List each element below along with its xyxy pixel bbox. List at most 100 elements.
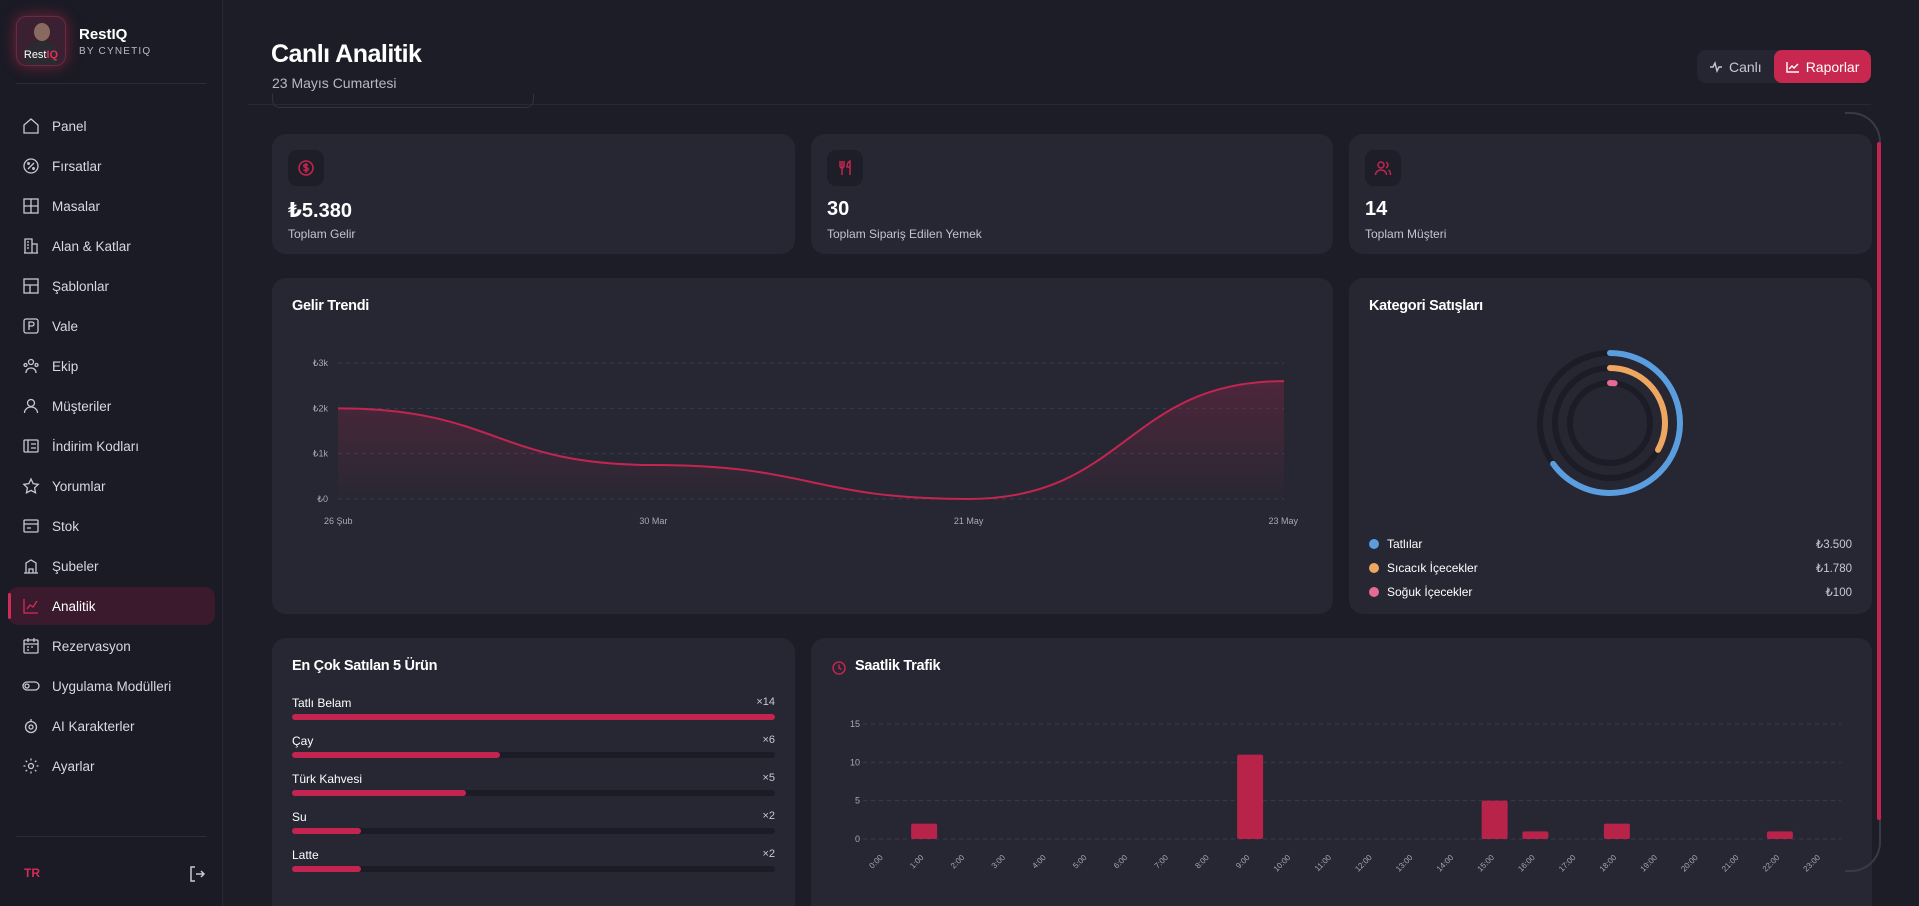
x-tick-label: 10:00: [1272, 853, 1293, 874]
sidebar-item-10[interactable]: Stok: [8, 507, 215, 545]
x-tick-label: 11:00: [1313, 853, 1333, 873]
sidebar-item-label: Uygulama Modülleri: [52, 678, 172, 694]
sidebar-item-4[interactable]: Şablonlar: [8, 267, 215, 305]
x-tick-label: 13:00: [1394, 853, 1415, 874]
chart-icon: [22, 597, 40, 615]
clock-icon: [832, 661, 846, 680]
sidebar-item-14[interactable]: Uygulama Modülleri: [8, 667, 215, 705]
sidebar-item-label: Fırsatlar: [52, 158, 102, 174]
y-tick-label: 0: [855, 834, 860, 844]
stat-value: 30: [827, 198, 850, 220]
sidebar-item-0[interactable]: Panel: [8, 107, 215, 145]
x-tick-label: 6:00: [1112, 853, 1130, 871]
donut-slice-1: [1552, 365, 1668, 481]
coin-icon: [288, 150, 324, 186]
activity-icon: [1710, 60, 1722, 73]
revenue-area: [338, 381, 1284, 499]
sidebar-item-6[interactable]: Ekip: [8, 347, 215, 385]
sidebar-item-7[interactable]: Müşteriler: [8, 387, 215, 425]
sidebar-item-1[interactable]: Fırsatlar: [8, 147, 215, 185]
reports-button[interactable]: Raporlar: [1773, 50, 1872, 83]
card-title: Gelir Trendi: [292, 298, 369, 314]
sidebar-item-11[interactable]: Şubeler: [8, 547, 215, 585]
toggle-icon: [22, 677, 40, 695]
legend-dot: [1369, 587, 1379, 597]
users-icon: [1365, 150, 1401, 186]
product-count: ×6: [762, 734, 775, 746]
sidebar-item-label: Şubeler: [52, 558, 99, 574]
sidebar-item-label: İndirim Kodları: [52, 438, 140, 454]
sidebar-item-9[interactable]: Yorumlar: [8, 467, 215, 505]
product-bar-track: [292, 752, 775, 758]
product-count: ×2: [762, 810, 775, 822]
legend-value: ₺3.500: [1815, 539, 1852, 551]
legend-label: Soğuk İçecekler: [1387, 585, 1473, 599]
sidebar-item-label: Vale: [52, 318, 79, 334]
donut-track: [1567, 380, 1653, 466]
y-tick-label: ₺1k: [313, 449, 329, 459]
brand[interactable]: RestIQ RestIQ BY CYNETIQ: [16, 16, 151, 66]
sidebar-item-label: Panel: [52, 118, 87, 134]
sidebar-item-8[interactable]: İndirim Kodları: [8, 427, 215, 465]
brand-logo: RestIQ: [16, 16, 66, 66]
bar-1500: [1481, 800, 1508, 839]
team-icon: [22, 357, 40, 375]
product-count: ×14: [756, 696, 775, 708]
badge-percent-icon: [22, 157, 40, 175]
category-sales-card: Kategori Satışları Tatlılar ₺3.500 Sıcacık…: [1349, 278, 1872, 614]
x-tick-label: 8:00: [1193, 853, 1211, 871]
x-tick-label: 30 Mar: [639, 516, 667, 526]
y-tick-label: ₺0: [317, 494, 328, 504]
sidebar-item-label: Alan & Katlar: [52, 238, 131, 254]
x-tick-label: 12:00: [1353, 853, 1374, 874]
hourly-traffic-chart: 0 5 10 15 0:00 1:00 2:00 3:00 4:00 5:00 6:00 7:00 8:…: [850, 719, 1841, 874]
live-button-label: Canlı: [1729, 58, 1762, 75]
sidebar-item-5[interactable]: Vale: [8, 307, 215, 345]
legend-item: Soğuk İçecekler ₺100: [1369, 583, 1852, 601]
y-tick-label: ₺3k: [313, 358, 329, 368]
product-bar-track: [292, 714, 775, 720]
gear-icon: [22, 757, 40, 775]
branch-icon: [22, 557, 40, 575]
x-tick-label: 16:00: [1516, 853, 1537, 874]
product-name: Su: [292, 810, 307, 824]
bar-1800: [1603, 823, 1630, 839]
product-bar-track: [292, 790, 775, 796]
logout-icon[interactable]: [188, 865, 206, 883]
product-count: ×5: [762, 772, 775, 784]
scrollbar[interactable]: [1877, 142, 1881, 820]
stat-label: Toplam Müşteri: [1365, 227, 1447, 241]
home-icon: [22, 117, 40, 135]
donut-slice-2: [1567, 380, 1653, 466]
product-bar-fill: [292, 790, 466, 796]
legend-label: Tatlılar: [1387, 537, 1423, 551]
stat-card-customers: 14 Toplam Müşteri: [1349, 134, 1872, 254]
bar-900: [1237, 754, 1264, 839]
sidebar-item-3[interactable]: Alan & Katlar: [8, 227, 215, 265]
legend-value: ₺100: [1825, 587, 1852, 599]
legend-item: Sıcacık İçecekler ₺1.780: [1369, 559, 1852, 577]
x-tick-label: 9:00: [1234, 853, 1252, 871]
sidebar-item-2[interactable]: Masalar: [8, 187, 215, 225]
y-tick-label: ₺2k: [313, 403, 329, 413]
x-tick-label: 5:00: [1071, 853, 1089, 871]
bar-2200: [1766, 831, 1793, 839]
sidebar-item-16[interactable]: Ayarlar: [8, 747, 215, 785]
sidebar-item-label: Şablonlar: [52, 278, 110, 294]
sidebar-item-15[interactable]: AI Karakterler: [8, 707, 215, 745]
legend-dot: [1369, 539, 1379, 549]
live-button[interactable]: Canlı: [1697, 50, 1774, 83]
sidebar: RestIQ RestIQ BY CYNETIQ Panel Fırsatlar M…: [0, 0, 223, 906]
x-tick-label: 18:00: [1598, 853, 1619, 874]
scroll-frame: [1845, 112, 1881, 872]
stat-value: ₺5.380: [288, 200, 352, 222]
sidebar-item-12[interactable]: Analitik: [8, 587, 215, 625]
product-bar-track: [292, 866, 775, 872]
sidebar-nav: Panel Fırsatlar Masalar Alan & Katlar Şablon…: [8, 107, 215, 787]
x-tick-label: 15:00: [1476, 853, 1497, 874]
language-switch[interactable]: TR: [24, 866, 40, 880]
sidebar-item-13[interactable]: Rezervasyon: [8, 627, 215, 665]
product-bar-fill: [292, 714, 775, 720]
sidebar-item-label: Masalar: [52, 198, 101, 214]
card-title: Kategori Satışları: [1369, 298, 1483, 314]
